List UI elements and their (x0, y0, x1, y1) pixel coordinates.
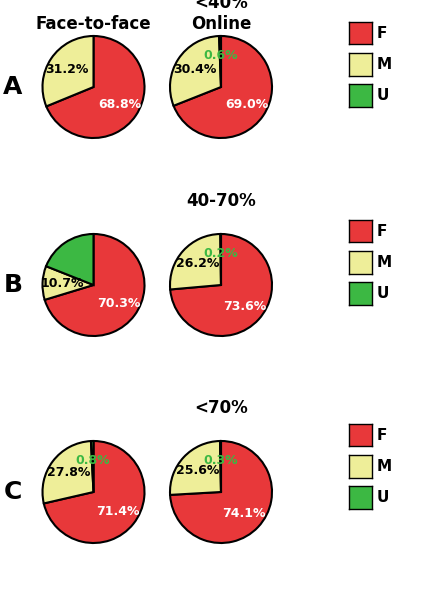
Text: Face-to-face: Face-to-face (36, 15, 151, 33)
Wedge shape (170, 36, 221, 106)
Text: U: U (376, 490, 388, 505)
Wedge shape (42, 441, 94, 503)
Text: 69.0%: 69.0% (226, 98, 269, 111)
Text: 0.6%: 0.6% (203, 49, 238, 62)
Wedge shape (46, 36, 144, 138)
Wedge shape (219, 36, 221, 87)
Text: F: F (376, 25, 386, 40)
Wedge shape (42, 266, 94, 300)
Text: B: B (3, 273, 22, 297)
Text: 27.8%: 27.8% (47, 466, 90, 479)
Text: 0.3%: 0.3% (204, 454, 238, 467)
Wedge shape (220, 234, 221, 285)
Text: <70%: <70% (194, 399, 248, 417)
Text: F: F (376, 223, 386, 238)
Text: 0.8%: 0.8% (75, 454, 110, 467)
Text: F: F (376, 427, 386, 443)
Text: 71.4%: 71.4% (96, 505, 140, 518)
Text: C: C (3, 480, 22, 504)
Text: M: M (376, 458, 391, 474)
Text: U: U (376, 88, 388, 103)
Text: 25.6%: 25.6% (176, 464, 219, 477)
Text: Online: Online (191, 15, 251, 33)
Wedge shape (44, 441, 145, 543)
Wedge shape (220, 441, 221, 492)
Wedge shape (42, 36, 94, 106)
Wedge shape (170, 441, 221, 495)
Wedge shape (46, 234, 94, 285)
Wedge shape (170, 234, 221, 289)
Text: A: A (3, 75, 23, 99)
Text: 74.1%: 74.1% (222, 507, 266, 520)
Wedge shape (173, 36, 272, 138)
Text: 31.2%: 31.2% (45, 63, 89, 76)
Text: 30.4%: 30.4% (173, 63, 216, 76)
Text: 68.8%: 68.8% (98, 98, 142, 111)
Text: 10.7%: 10.7% (40, 277, 84, 290)
Text: <40%: <40% (194, 0, 248, 12)
Text: 26.2%: 26.2% (176, 257, 219, 270)
Text: 73.6%: 73.6% (223, 300, 266, 313)
Text: M: M (376, 57, 391, 72)
Text: U: U (376, 286, 388, 301)
Wedge shape (170, 441, 272, 543)
Wedge shape (91, 441, 94, 492)
Wedge shape (170, 234, 272, 336)
Text: M: M (376, 254, 391, 270)
Text: 40-70%: 40-70% (186, 192, 256, 210)
Text: 70.3%: 70.3% (97, 298, 141, 310)
Text: 0.2%: 0.2% (204, 247, 238, 260)
Wedge shape (45, 234, 144, 336)
